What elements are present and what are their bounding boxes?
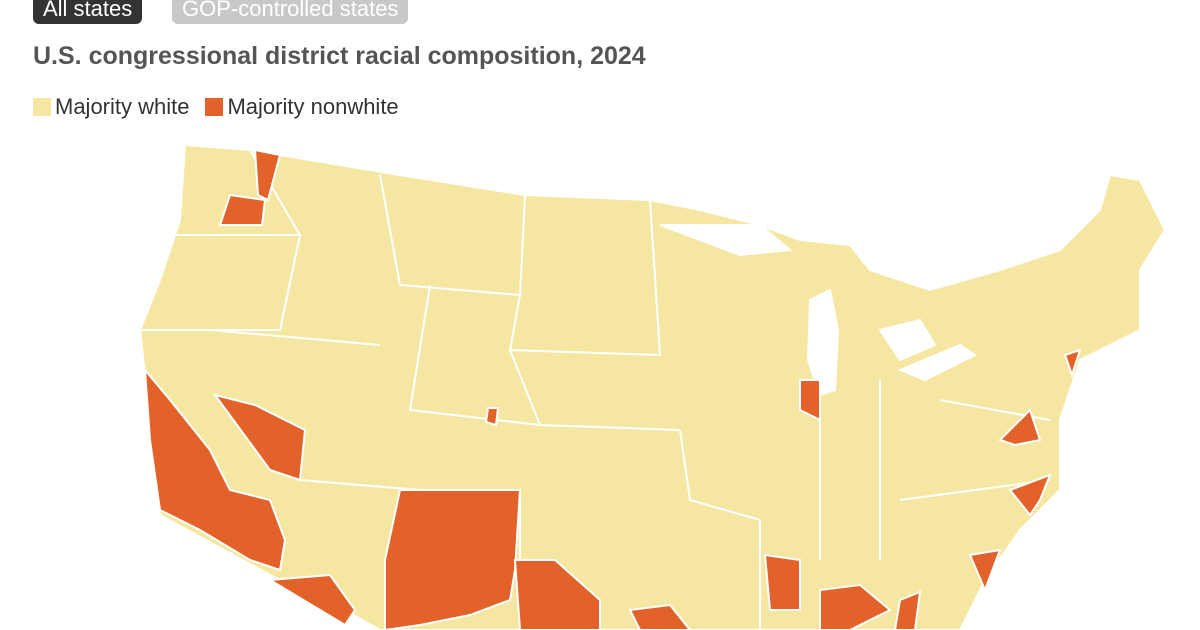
- state-border: [508, 199, 662, 357]
- district-nonwhite: [819, 583, 892, 630]
- tab[interactable]: GOP-controlled states: [172, 0, 409, 24]
- district-nonwhite: [266, 573, 357, 627]
- district-nonwhite: [628, 603, 692, 630]
- legend-label: Majority white: [55, 94, 190, 119]
- district-nonwhite: [893, 590, 922, 630]
- state-border: [379, 174, 526, 297]
- district-nonwhite: [218, 193, 267, 226]
- lake: [897, 343, 977, 382]
- district-nonwhite: [253, 148, 282, 202]
- state-border: [209, 329, 381, 346]
- lake: [878, 318, 937, 362]
- legend-swatch: [33, 98, 51, 116]
- lake: [806, 288, 840, 397]
- district-nonwhite: [484, 407, 500, 427]
- us-land: [138, 143, 1167, 630]
- title: U.S. congressional district racial compo…: [33, 42, 646, 70]
- district-nonwhite: [1063, 348, 1082, 379]
- district-nonwhite: [998, 408, 1042, 447]
- legend-label: Majority nonwhite: [227, 94, 399, 119]
- state-border: [140, 234, 301, 331]
- district-nonwhite: [763, 553, 801, 611]
- district-nonwhite: [143, 366, 287, 572]
- legend-item: Majority nonwhite: [205, 94, 399, 120]
- district-nonwhite: [968, 548, 1002, 593]
- legend-item: Majority white: [33, 94, 189, 120]
- tab[interactable]: All states: [33, 0, 143, 24]
- district-nonwhite: [799, 379, 821, 422]
- legend-swatch: [205, 98, 224, 116]
- state-border: [679, 429, 761, 521]
- district-nonwhite: [384, 489, 522, 630]
- lake: [659, 224, 793, 257]
- district-nonwhite: [1008, 473, 1052, 517]
- district-nonwhite: [513, 559, 601, 630]
- legend: Majority white Majority nonwhite: [33, 94, 399, 120]
- district-nonwhite: [212, 393, 307, 482]
